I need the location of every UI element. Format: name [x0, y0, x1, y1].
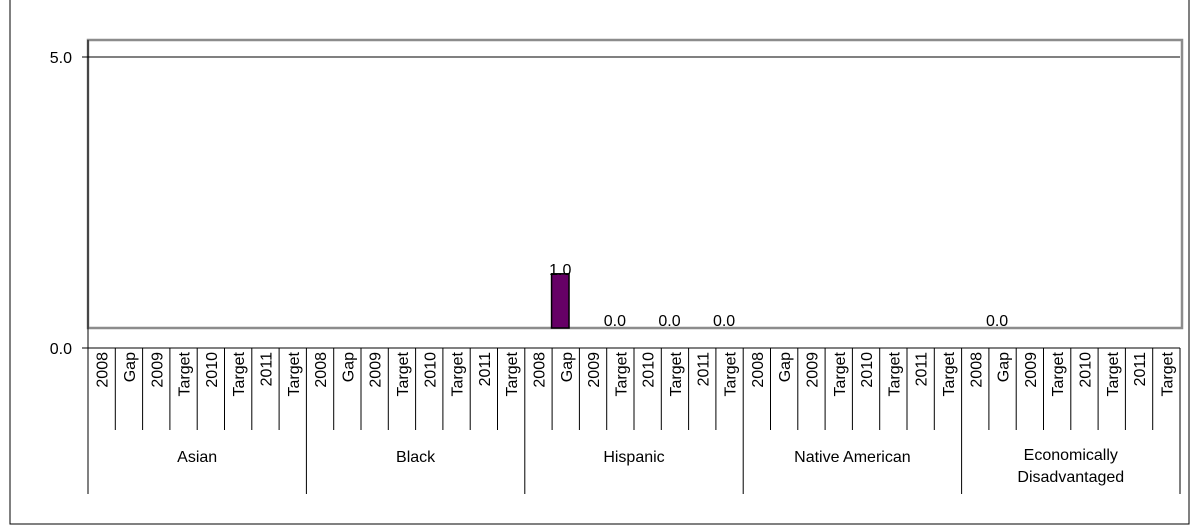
chart-frame: [9, 0, 1190, 525]
data-label: 1.0: [549, 262, 571, 279]
data-label: 0.0: [658, 313, 680, 330]
x-tick-label: Target: [286, 351, 303, 396]
bar: [550, 273, 570, 329]
x-tick-label: 2011: [914, 352, 931, 387]
x-tick-label: Target: [177, 351, 194, 396]
x-tick-label: Target: [395, 351, 412, 396]
x-tick-label: 2008: [531, 352, 548, 388]
x-tick-label: Target: [941, 351, 958, 396]
x-tick-label: 2009: [1023, 352, 1040, 388]
x-tick-label: Gap: [996, 352, 1013, 382]
group-label: Asian: [177, 449, 217, 466]
group-label: Black: [396, 449, 436, 466]
group-label: Disadvantaged: [1017, 469, 1124, 486]
data-label: 0.0: [986, 313, 1008, 330]
x-tick-label: Target: [832, 351, 849, 396]
x-tick-label: Target: [886, 351, 903, 396]
x-tick-label: Gap: [559, 352, 576, 382]
x-tick-label: Target: [613, 351, 630, 396]
x-tick-label: Target: [1050, 351, 1067, 396]
x-tick-label: 2008: [313, 352, 330, 388]
x-tick-label: 2008: [95, 352, 112, 388]
x-tick-label: 2010: [422, 352, 439, 388]
y-tick-label: 5.0: [50, 50, 72, 67]
x-tick-label: 2009: [149, 352, 166, 388]
group-label: Economically: [1024, 447, 1118, 464]
x-tick-label: Gap: [777, 352, 794, 382]
x-tick-label: 2009: [586, 352, 603, 388]
x-tick-label: Gap: [122, 352, 139, 382]
x-tick-label: Target: [1159, 351, 1176, 396]
x-tick-label: 2008: [968, 352, 985, 388]
x-tick-label: 2009: [804, 352, 821, 388]
x-tick-label: Target: [450, 351, 467, 396]
x-tick-label: 2010: [204, 352, 221, 388]
plot-area: [86, 38, 1184, 330]
x-tick-label: 2010: [1077, 352, 1094, 388]
x-tick-label: Target: [504, 351, 521, 396]
group-label: Native American: [794, 449, 911, 466]
x-tick-label: Gap: [340, 352, 357, 382]
group-label: Hispanic: [603, 449, 664, 466]
y-tick-label: 0.0: [50, 341, 72, 358]
x-tick-label: 2010: [641, 352, 658, 388]
x-tick-label: 2010: [859, 352, 876, 388]
x-tick-label: Target: [231, 351, 248, 396]
x-tick-label: Target: [723, 351, 740, 396]
x-tick-label: 2008: [750, 352, 767, 388]
x-tick-label: Target: [1105, 351, 1122, 396]
x-tick-label: 2011: [695, 352, 712, 387]
data-label: 0.0: [713, 313, 735, 330]
x-tick-label: 2011: [477, 352, 494, 387]
data-label: 0.0: [604, 313, 626, 330]
x-tick-label: 2011: [258, 352, 275, 387]
x-tick-label: Target: [668, 351, 685, 396]
x-tick-label: 2009: [368, 352, 385, 388]
x-tick-label: 2011: [1132, 352, 1149, 387]
